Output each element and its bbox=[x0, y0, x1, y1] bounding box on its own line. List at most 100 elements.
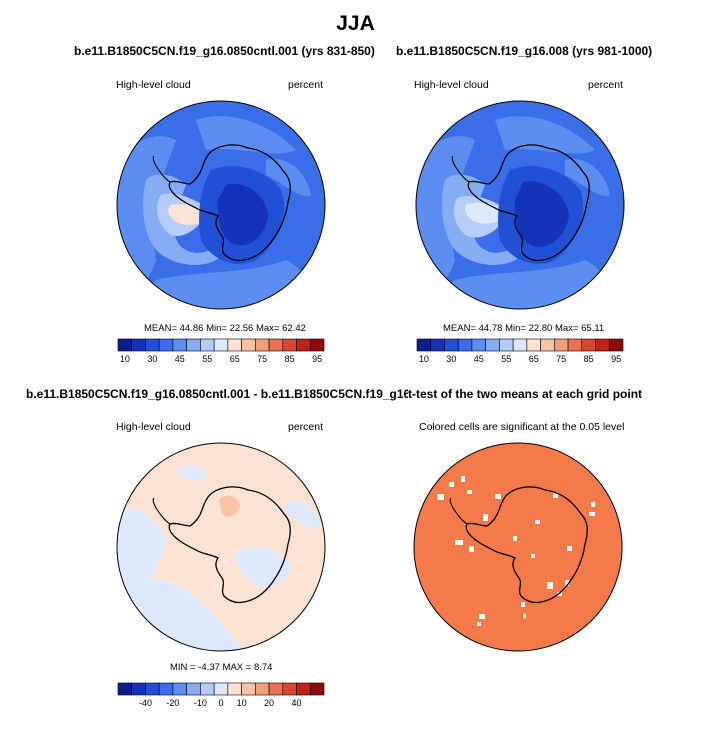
colorbar-swatch bbox=[186, 338, 201, 352]
panel3-peninsula-coastline bbox=[152, 497, 171, 525]
colorbar-swatch bbox=[268, 682, 284, 696]
colorbar-swatch bbox=[131, 682, 146, 696]
panel2-antarctica-coastline bbox=[467, 144, 590, 262]
panel1-max-label: Max= bbox=[255, 323, 280, 334]
colorbar-swatch bbox=[186, 682, 201, 696]
panel2-max-label: Max= bbox=[554, 323, 579, 334]
colorbar-swatch bbox=[200, 338, 215, 352]
nonsignif-cell bbox=[495, 494, 501, 499]
nonsignif-cell bbox=[449, 482, 454, 487]
colorbar-swatch bbox=[309, 682, 325, 696]
panel2-max-value: 65.11 bbox=[581, 323, 605, 334]
panel4-signif-fill bbox=[414, 443, 622, 651]
panel4-antarctica-coastline bbox=[465, 486, 588, 604]
colorbar-swatch bbox=[227, 682, 242, 696]
nonsignif-cell bbox=[523, 614, 526, 618]
panel3-fill-neg-west bbox=[117, 508, 166, 612]
panel1-stats: MEAN= 44.86 Min= 22.56 Max= 62.42 bbox=[144, 323, 306, 334]
panel2-min-value: 22.80 bbox=[528, 323, 553, 334]
nonsignif-cell bbox=[553, 492, 558, 498]
colorbar-swatch bbox=[485, 338, 500, 352]
colorbar-swatch bbox=[282, 682, 297, 696]
nonsignif-cell bbox=[531, 554, 535, 558]
panel2-stats: MEAN= 44.78 Min= 22.80 Max= 65.11 bbox=[443, 323, 604, 334]
panel3-max-value: 8.74 bbox=[253, 662, 273, 673]
nonsignif-cell bbox=[521, 602, 525, 607]
colorbar-swatch bbox=[227, 338, 242, 352]
panel2-mean-label: MEAN= bbox=[443, 323, 476, 334]
colorbar-swatch bbox=[117, 682, 133, 696]
colorbar-swatch bbox=[117, 338, 133, 352]
panel1-min-label: Min= bbox=[206, 323, 227, 334]
colorbar-tick-label: 95 bbox=[611, 354, 622, 364]
colorbar-swatch bbox=[241, 682, 256, 696]
panel3-min-label: MIN = bbox=[170, 662, 196, 673]
panel3-title: b.e11.B1850C5CN.f19_g16.0850cntl.001 - b… bbox=[26, 387, 434, 401]
nonsignif-cell bbox=[461, 476, 465, 482]
panel1-fill-interior-core bbox=[217, 184, 268, 246]
colorbar-tick-label: 45 bbox=[174, 354, 185, 364]
colorbar-tick-label: 55 bbox=[202, 354, 213, 364]
panel3-min-value: -4.37 bbox=[198, 662, 220, 673]
colorbar-swatch bbox=[145, 682, 160, 696]
colorbar-tick-label: 95 bbox=[312, 354, 323, 364]
colorbar-swatch bbox=[268, 338, 284, 352]
colorbar-tick-label: 75 bbox=[556, 354, 567, 364]
panel4-polar-map bbox=[413, 442, 623, 652]
panel3-colorbar-ticks: -40 -20 -10 0 10 20 40 bbox=[118, 698, 324, 710]
colorbar-swatch bbox=[526, 338, 541, 352]
colorbar-swatch bbox=[282, 338, 297, 352]
colorbar-swatch bbox=[499, 338, 514, 352]
nonsignif-cell bbox=[565, 580, 569, 586]
colorbar-swatch bbox=[471, 338, 486, 352]
nonsignif-cell bbox=[469, 546, 474, 552]
panel1-max-value: 62.42 bbox=[282, 323, 306, 334]
panel1-polar-map bbox=[116, 100, 326, 310]
panel3-polar-map bbox=[116, 442, 326, 652]
panel1-mean-label: MEAN= bbox=[144, 323, 177, 334]
nonsignif-cell bbox=[567, 546, 572, 551]
panel2-title: b.e11.B1850C5CN.f19_g16.008 (yrs 981-100… bbox=[396, 44, 653, 58]
panel3-colorbar bbox=[117, 682, 325, 696]
colorbar-swatch bbox=[172, 682, 187, 696]
panel2-fill-north-band bbox=[495, 116, 595, 154]
colorbar-tick-label: 30 bbox=[446, 354, 457, 364]
panel2-variable-label: High-level cloud bbox=[414, 79, 489, 91]
colorbar-swatch bbox=[581, 338, 596, 352]
nonsignif-cell bbox=[477, 622, 481, 626]
panel3-fill-pos-patch bbox=[219, 495, 240, 517]
colorbar-swatch bbox=[430, 338, 445, 352]
colorbar-swatch bbox=[241, 338, 256, 352]
colorbar-swatch bbox=[158, 338, 174, 352]
panel1-colorbar bbox=[117, 338, 325, 352]
panel3-antarctica-coastline bbox=[168, 486, 291, 604]
panel2-colorbar-ticks: 10 30 45 55 65 75 85 95 bbox=[417, 354, 623, 366]
colorbar-swatch bbox=[158, 682, 174, 696]
colorbar-tick-label: 65 bbox=[528, 354, 539, 364]
colorbar-tick-label: 10 bbox=[236, 698, 247, 708]
colorbar-swatch bbox=[213, 682, 229, 696]
colorbar-tick-label: 85 bbox=[284, 354, 295, 364]
panel1-title: b.e11.B1850C5CN.f19_g16.0850cntl.001 (yr… bbox=[74, 44, 375, 58]
panel1-min-value: 22.56 bbox=[229, 323, 254, 334]
colorbar-tick-label: 10 bbox=[418, 354, 429, 364]
panel2-colorbar bbox=[416, 338, 624, 352]
colorbar-swatch bbox=[608, 338, 624, 352]
panel1-mean-value: 44.86 bbox=[179, 323, 204, 334]
panel4-caption: Colored cells are significant at the 0.0… bbox=[419, 421, 625, 433]
colorbar-tick-label: -40 bbox=[138, 698, 152, 708]
panel1-peninsula-coastline bbox=[152, 155, 171, 183]
panel3-variable-label: High-level cloud bbox=[116, 421, 191, 433]
colorbar-tick-label: 40 bbox=[291, 698, 302, 708]
colorbar-swatch bbox=[444, 338, 459, 352]
colorbar-tick-label: 45 bbox=[473, 354, 484, 364]
panel2-units-label: percent bbox=[588, 79, 624, 91]
panel3-stats: MIN = -4.37 MAX = 8.74 bbox=[170, 662, 272, 673]
nonsignif-cell bbox=[589, 512, 595, 516]
colorbar-swatch bbox=[567, 338, 583, 352]
panel1-fill-north-band bbox=[196, 116, 296, 154]
colorbar-swatch bbox=[595, 338, 610, 352]
panel2-polar-map bbox=[415, 100, 625, 310]
colorbar-tick-label: -20 bbox=[166, 698, 180, 708]
colorbar-swatch bbox=[296, 338, 311, 352]
